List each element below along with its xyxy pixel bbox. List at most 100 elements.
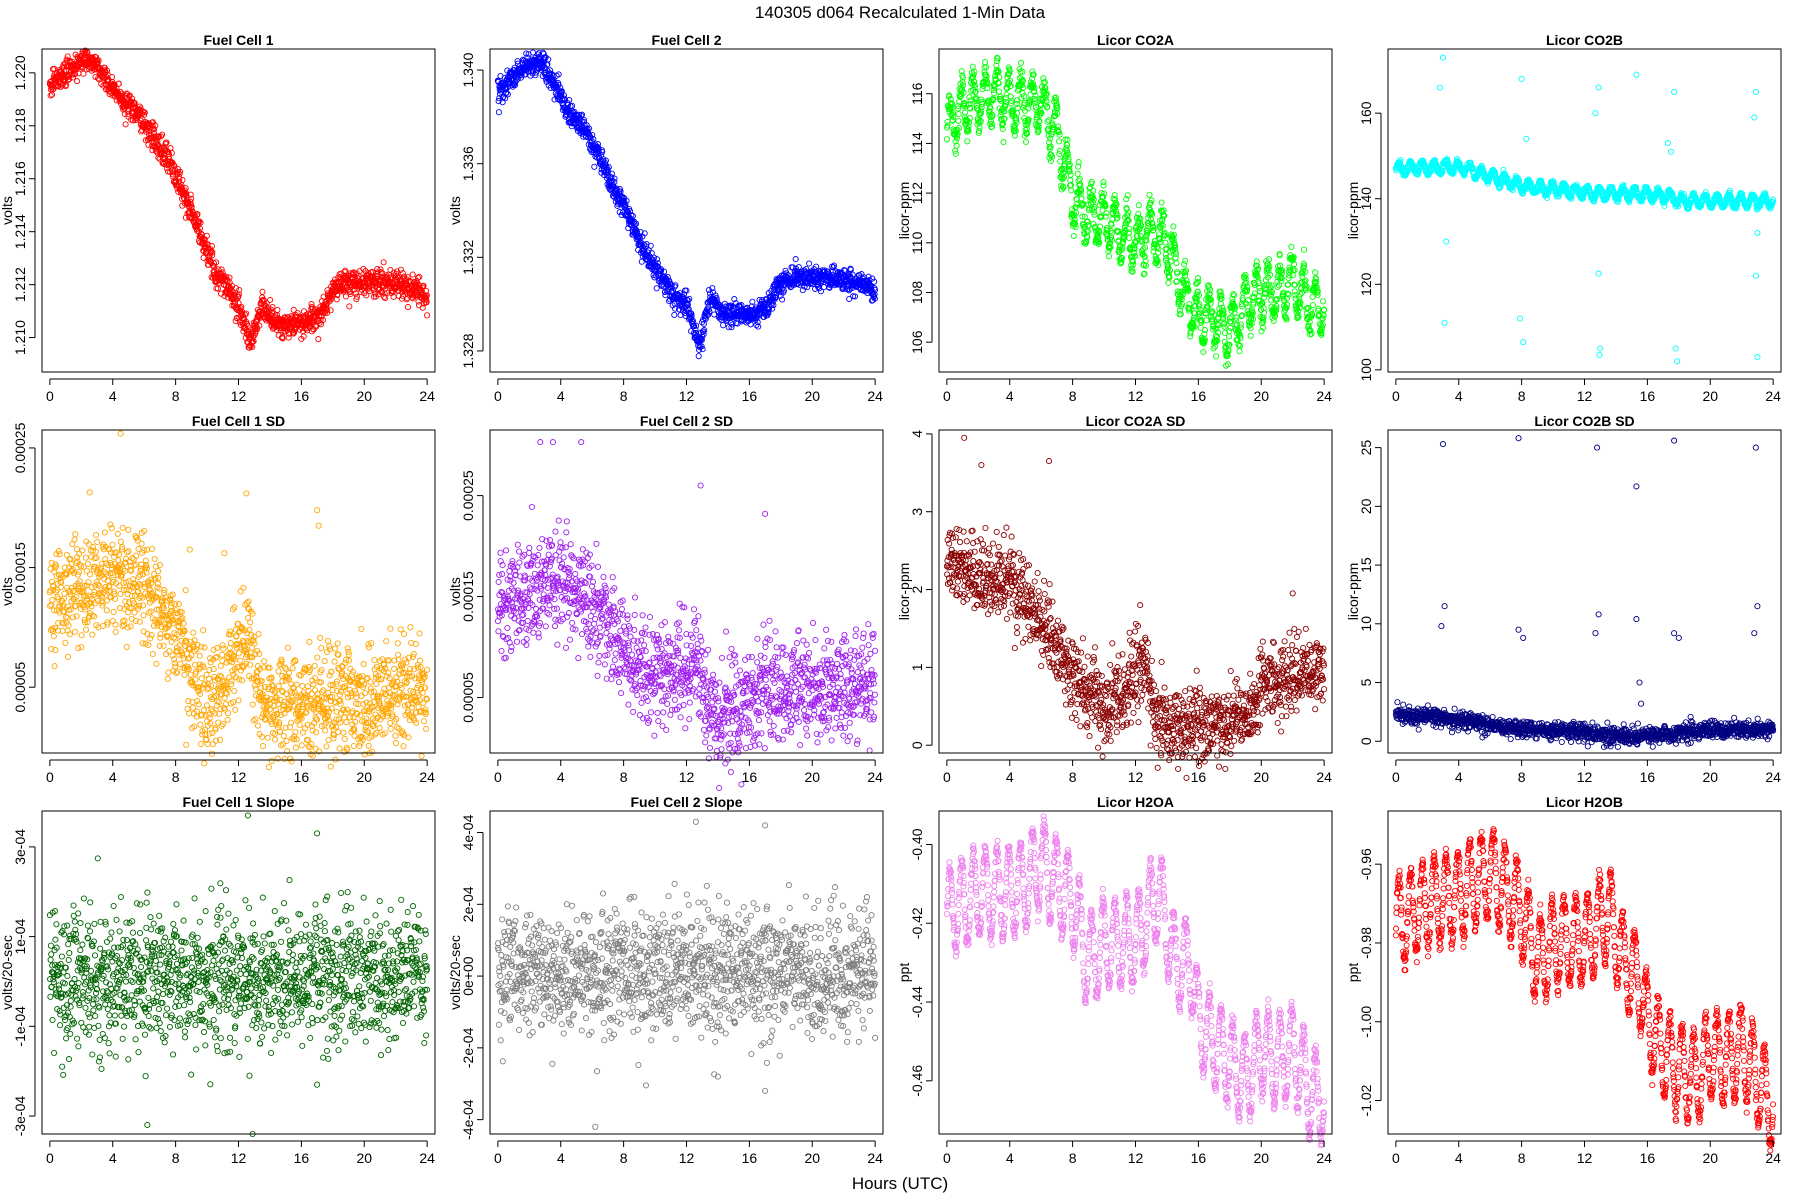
data-point — [274, 306, 281, 314]
data-point — [149, 122, 156, 129]
data-point — [1100, 182, 1107, 189]
x-tick-label: 0 — [46, 388, 54, 404]
data-point — [943, 136, 950, 143]
x-tick-label: 12 — [1128, 388, 1144, 404]
data-point — [111, 81, 118, 88]
data-point — [66, 75, 73, 83]
data-point — [167, 145, 174, 152]
data-point — [1070, 232, 1077, 240]
data-point — [106, 91, 113, 98]
y-tick-label: 1.332 — [460, 240, 476, 275]
data-point — [1225, 333, 1233, 340]
x-tick-label: 24 — [1316, 388, 1332, 404]
data-point — [1165, 279, 1172, 286]
y-tick-label: 1.216 — [12, 161, 28, 196]
y-tick-label: 1.220 — [12, 55, 28, 90]
data-point — [259, 288, 266, 295]
data-point — [964, 138, 971, 145]
data-point — [1135, 202, 1142, 209]
data-point — [125, 110, 132, 117]
y-tick-label: 1.214 — [12, 214, 28, 249]
data-point — [48, 91, 56, 98]
x-tick-label: 20 — [356, 388, 372, 404]
data-point — [969, 63, 976, 70]
x-tick-label: 8 — [1069, 388, 1077, 404]
data-point — [1056, 138, 1063, 145]
data-point — [170, 162, 177, 169]
data-point — [1170, 223, 1177, 230]
data-point — [141, 109, 148, 116]
data-point — [1103, 210, 1110, 217]
y-tick-label: 1.336 — [460, 146, 476, 181]
x-axis-licor-co2a: 0 4 8 12 16 20 24 — [943, 378, 1332, 404]
data-point — [1022, 138, 1030, 145]
data-point — [1309, 293, 1316, 300]
data-point — [50, 85, 57, 92]
data-point — [966, 94, 973, 101]
data-point — [982, 59, 989, 66]
y-tick-label: 114 — [909, 132, 925, 155]
data-point — [1203, 317, 1210, 324]
data-point — [415, 302, 423, 309]
panel-title-licor-co2a: Licor CO2A — [1097, 32, 1174, 48]
data-point — [1158, 199, 1165, 206]
data-point — [1067, 171, 1074, 178]
x-tick-label: 20 — [1253, 388, 1269, 404]
data-point — [152, 122, 159, 129]
data-point — [157, 133, 165, 140]
y-tick-label: 1.210 — [12, 320, 28, 355]
data-point — [187, 191, 194, 198]
data-point — [1045, 117, 1052, 124]
main-title: 140305 d064 Recalculated 1-Min Data — [755, 3, 1046, 22]
data-point — [380, 259, 387, 266]
data-point — [163, 139, 170, 146]
data-point — [346, 303, 353, 310]
data-point — [1300, 246, 1308, 253]
data-point — [118, 97, 126, 104]
data-point — [150, 125, 157, 132]
data-point — [1289, 272, 1296, 279]
x-tick-label: 24 — [867, 388, 883, 404]
data-point — [182, 214, 189, 221]
y-axis-label-fuel-cell-2: volts — [447, 196, 463, 225]
x-tick-label: 4 — [109, 388, 117, 404]
data-point — [315, 336, 322, 343]
x-tick-label: 4 — [1006, 388, 1014, 404]
x-tick-label: 24 — [419, 388, 435, 404]
data-point — [495, 109, 502, 116]
y-tick-label: 112 — [909, 182, 925, 205]
data-point — [1200, 348, 1207, 355]
x-axis-label: Hours (UTC) — [852, 1174, 948, 1193]
x-axis-fuel-cell-2: 0 4 8 12 16 20 24 — [494, 378, 883, 404]
panel-title-licor-co2b: Licor CO2B — [1546, 32, 1623, 48]
data-point — [1244, 303, 1251, 310]
data-point — [122, 121, 129, 128]
points-licor-co2a — [943, 54, 1328, 369]
data-point — [424, 312, 431, 319]
data-point — [155, 133, 162, 140]
data-point — [409, 271, 416, 278]
data-point — [1105, 253, 1112, 260]
data-point — [140, 108, 147, 115]
data-point — [1288, 243, 1295, 250]
x-axis-fuel-cell-1: 0 4 8 12 16 20 24 — [46, 378, 435, 404]
data-point — [955, 110, 962, 118]
y-tick-label: 110 — [909, 231, 925, 254]
data-point — [103, 67, 111, 74]
points-fuel-cell-2 — [494, 49, 879, 360]
data-point — [95, 57, 102, 64]
x-tick-label: 16 — [1191, 388, 1207, 404]
data-point — [1181, 261, 1188, 268]
points-licor-co2b — [1392, 54, 1777, 365]
x-tick-label: 4 — [557, 388, 565, 404]
data-point — [1182, 257, 1189, 264]
data-point — [591, 163, 598, 170]
data-point — [174, 168, 181, 175]
